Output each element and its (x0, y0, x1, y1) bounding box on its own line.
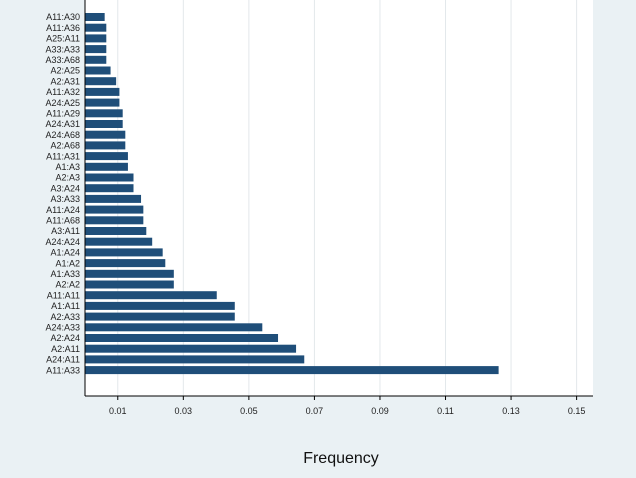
category-label: A3:A24 (50, 183, 80, 193)
x-tick-label: 0.15 (568, 406, 586, 416)
bar-a1-a33 (85, 269, 174, 278)
category-label: A11:A30 (46, 12, 80, 22)
bar-a11-a11 (85, 291, 217, 300)
bar-a24-a24 (85, 237, 153, 246)
x-tick-label: 0.05 (240, 406, 258, 416)
bar-a2-a2 (85, 280, 174, 289)
bar-a3-a11 (85, 227, 147, 235)
bar-a11-a36 (85, 23, 107, 32)
category-label: A2:A11 (51, 344, 80, 354)
category-labels: A11:A30A11:A36A25:A11A33:A33A33:A68A2:A2… (45, 12, 80, 375)
category-label: A1:A11 (51, 301, 80, 311)
category-label: A25:A11 (46, 34, 80, 44)
bar-a1-a2 (85, 259, 166, 268)
bar-a24-a68 (85, 130, 126, 139)
category-label: A33:A68 (45, 55, 80, 65)
x-tick-label: 0.11 (437, 406, 454, 416)
bar-a11-a68 (85, 216, 144, 225)
x-tick-label: 0.07 (306, 406, 324, 416)
category-label: A33:A33 (45, 44, 80, 54)
bar-a2-a31 (85, 77, 117, 86)
bar-a3-a33 (85, 194, 142, 203)
category-label: A2:A25 (50, 66, 80, 76)
category-label: A2:A31 (50, 76, 80, 86)
grid-lines (117, 0, 578, 396)
x-axis-ticks: 0.01 0.03 0.05 0.07 0.09 0.11 0.13 0.15 (109, 396, 585, 416)
x-tick-label: 0.09 (371, 406, 389, 416)
bar-a1-a3 (85, 162, 128, 171)
category-label: A11:A24 (46, 205, 80, 215)
x-axis-title: Frequency (303, 450, 379, 467)
bar-a24-a31 (85, 120, 123, 128)
category-label: A24:A11 (46, 355, 80, 365)
category-label: A1:A2 (55, 258, 80, 268)
category-label: A1:A33 (50, 269, 80, 279)
bar-a2-a33 (85, 312, 235, 321)
bar-a2-a24 (85, 334, 279, 342)
category-label: A11:A29 (46, 109, 80, 119)
category-label: A24:A24 (45, 237, 80, 247)
bar-a24-a25 (85, 98, 120, 107)
bar-a2-a3 (85, 173, 134, 182)
category-label: A24:A33 (45, 323, 80, 333)
category-label: A3:A11 (51, 226, 80, 236)
bar-a1-a11 (85, 301, 235, 310)
category-label: A11:A33 (46, 365, 80, 375)
category-label: A11:A11 (47, 290, 80, 300)
category-label: A3:A33 (50, 194, 80, 204)
category-label: A24:A31 (45, 119, 80, 129)
bar-a33-a33 (85, 45, 107, 54)
category-label: A24:A68 (45, 130, 80, 140)
category-label: A2:A33 (50, 312, 80, 322)
category-label: A2:A24 (50, 333, 80, 343)
bar-a2-a68 (85, 141, 126, 150)
x-tick-label: 0.13 (502, 406, 520, 416)
bar-a1-a24 (85, 248, 163, 257)
bar-a3-a24 (85, 184, 134, 193)
category-label: A11:A36 (46, 23, 80, 33)
bar-a11-a24 (85, 205, 144, 214)
bars-group (85, 13, 499, 375)
bar-a2-a11 (85, 344, 297, 353)
category-label: A1:A3 (55, 162, 80, 172)
category-label: A11:A31 (46, 151, 80, 161)
bar-a11-a29 (85, 109, 123, 118)
category-label: A24:A25 (45, 98, 80, 108)
bar-a33-a68 (85, 55, 107, 64)
bar-a11-a33 (85, 366, 499, 375)
category-label: A11:A68 (46, 216, 80, 226)
bar-a11-a31 (85, 152, 128, 161)
bar-a24-a33 (85, 323, 263, 332)
bar-a2-a25 (85, 66, 111, 75)
bar-a11-a32 (85, 87, 120, 96)
category-label: A2:A3 (55, 173, 80, 183)
category-label: A2:A68 (50, 141, 80, 151)
x-tick-label: 0.01 (109, 406, 127, 416)
bar-a11-a30 (85, 13, 105, 21)
bar-a24-a11 (85, 355, 305, 364)
x-tick-label: 0.03 (175, 406, 193, 416)
category-label: A1:A24 (50, 248, 80, 258)
category-label: A11:A32 (46, 87, 80, 97)
bar-a25-a11 (85, 34, 107, 43)
category-label: A2:A2 (55, 280, 80, 290)
